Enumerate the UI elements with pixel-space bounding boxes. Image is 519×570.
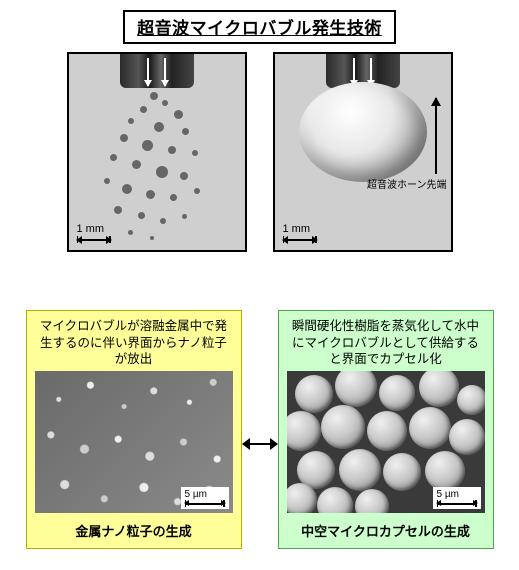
- scale-bar: 5 µm: [181, 487, 229, 509]
- panel-nanoparticles: マイクロバブルが溶融金属中で発生するのに伴い界面からナノ粒子が放出 5 µm 金…: [26, 310, 242, 549]
- connector-arrow-icon: [243, 438, 277, 450]
- bottom-panel-row: マイクロバブルが溶融金属中で発生するのに伴い界面からナノ粒子が放出 5 µm 金…: [0, 310, 519, 549]
- scale-label: 1 mm: [77, 223, 105, 235]
- panel-caption: 中空マイクロカプセルの生成: [287, 521, 485, 540]
- panel-description: 瞬間硬化性樹脂を蒸気化して水中にマイクロバブルとして供給すると界面でカプセル化: [287, 317, 485, 369]
- photo-panel-particles: 1 mm: [67, 52, 247, 252]
- panel-microcapsules: 瞬間硬化性樹脂を蒸気化して水中にマイクロバブルとして供給すると界面でカプセル化: [278, 310, 494, 549]
- sem-image-nanoparticles: 5 µm: [35, 371, 233, 513]
- scale-label: 5 µm: [437, 489, 459, 500]
- panel-description: マイクロバブルが溶融金属中で発生するのに伴い界面からナノ粒子が放出: [35, 317, 233, 369]
- annotation-arrow-icon: [435, 98, 437, 174]
- top-panel-row: 1 mm 超音波ホーン先端 1 mm: [0, 52, 519, 252]
- scale-bar: 1 mm: [77, 223, 111, 244]
- title-row: 超音波マイクロバブル発生技術: [0, 10, 519, 44]
- down-arrow-icon: [147, 58, 149, 86]
- ultrasonic-horn-icon: [120, 54, 194, 88]
- photo-panel-bubble: 超音波ホーン先端 1 mm: [273, 52, 453, 252]
- scale-bar: 1 mm: [283, 223, 317, 244]
- scale-label: 5 µm: [185, 489, 207, 500]
- page-title: 超音波マイクロバブル発生技術: [123, 10, 396, 44]
- panel-caption: 金属ナノ粒子の生成: [35, 521, 233, 540]
- bubble-icon: [299, 82, 427, 182]
- down-arrow-icon: [164, 58, 166, 86]
- annotation-label: 超音波ホーン先端: [367, 180, 447, 191]
- scale-label: 1 mm: [283, 223, 311, 235]
- sem-image-microcapsules: 5 µm: [287, 371, 485, 513]
- scale-bar: 5 µm: [433, 487, 481, 509]
- particle-cloud-icon: [92, 88, 222, 248]
